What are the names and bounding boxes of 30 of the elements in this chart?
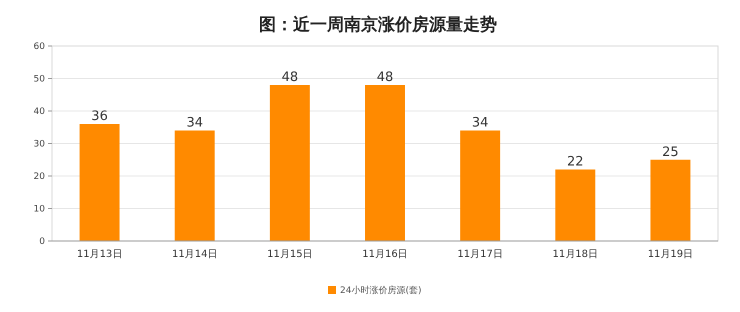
y-tick-label: 10 xyxy=(34,204,46,215)
y-tick-label: 50 xyxy=(34,74,46,85)
x-tick-label: 11月18日 xyxy=(552,249,598,260)
chart-title: 图：近一周南京涨价房源量走势 xyxy=(259,15,497,35)
data-label: 48 xyxy=(376,70,394,85)
x-tick-label: 11月19日 xyxy=(648,249,694,260)
data-label: 34 xyxy=(472,116,488,130)
data-label: 36 xyxy=(91,109,108,124)
bar xyxy=(270,85,310,241)
data-label: 48 xyxy=(282,70,298,85)
y-tick-label: 0 xyxy=(39,237,46,248)
x-tick-label: 11月16日 xyxy=(362,249,408,260)
x-tick-label: 11月15日 xyxy=(267,249,313,260)
data-label: 34 xyxy=(186,116,203,130)
y-tick-label: 30 xyxy=(34,140,46,150)
bar xyxy=(460,130,500,241)
y-tick-label: 40 xyxy=(34,107,46,118)
y-tick-label: 20 xyxy=(34,172,46,182)
x-tick-label: 11月13日 xyxy=(76,249,122,260)
y-tick-label: 60 xyxy=(34,42,46,52)
bar xyxy=(174,130,215,241)
legend-label: 24小时涨价房源(套) xyxy=(340,285,422,296)
bar xyxy=(365,85,405,241)
x-tick-label: 11月14日 xyxy=(172,249,218,260)
x-tick-label: 11月17日 xyxy=(457,249,503,260)
data-label: 22 xyxy=(567,154,584,170)
bar xyxy=(650,160,690,241)
bar xyxy=(80,124,120,241)
bar xyxy=(555,170,596,241)
data-label: 25 xyxy=(662,144,679,160)
